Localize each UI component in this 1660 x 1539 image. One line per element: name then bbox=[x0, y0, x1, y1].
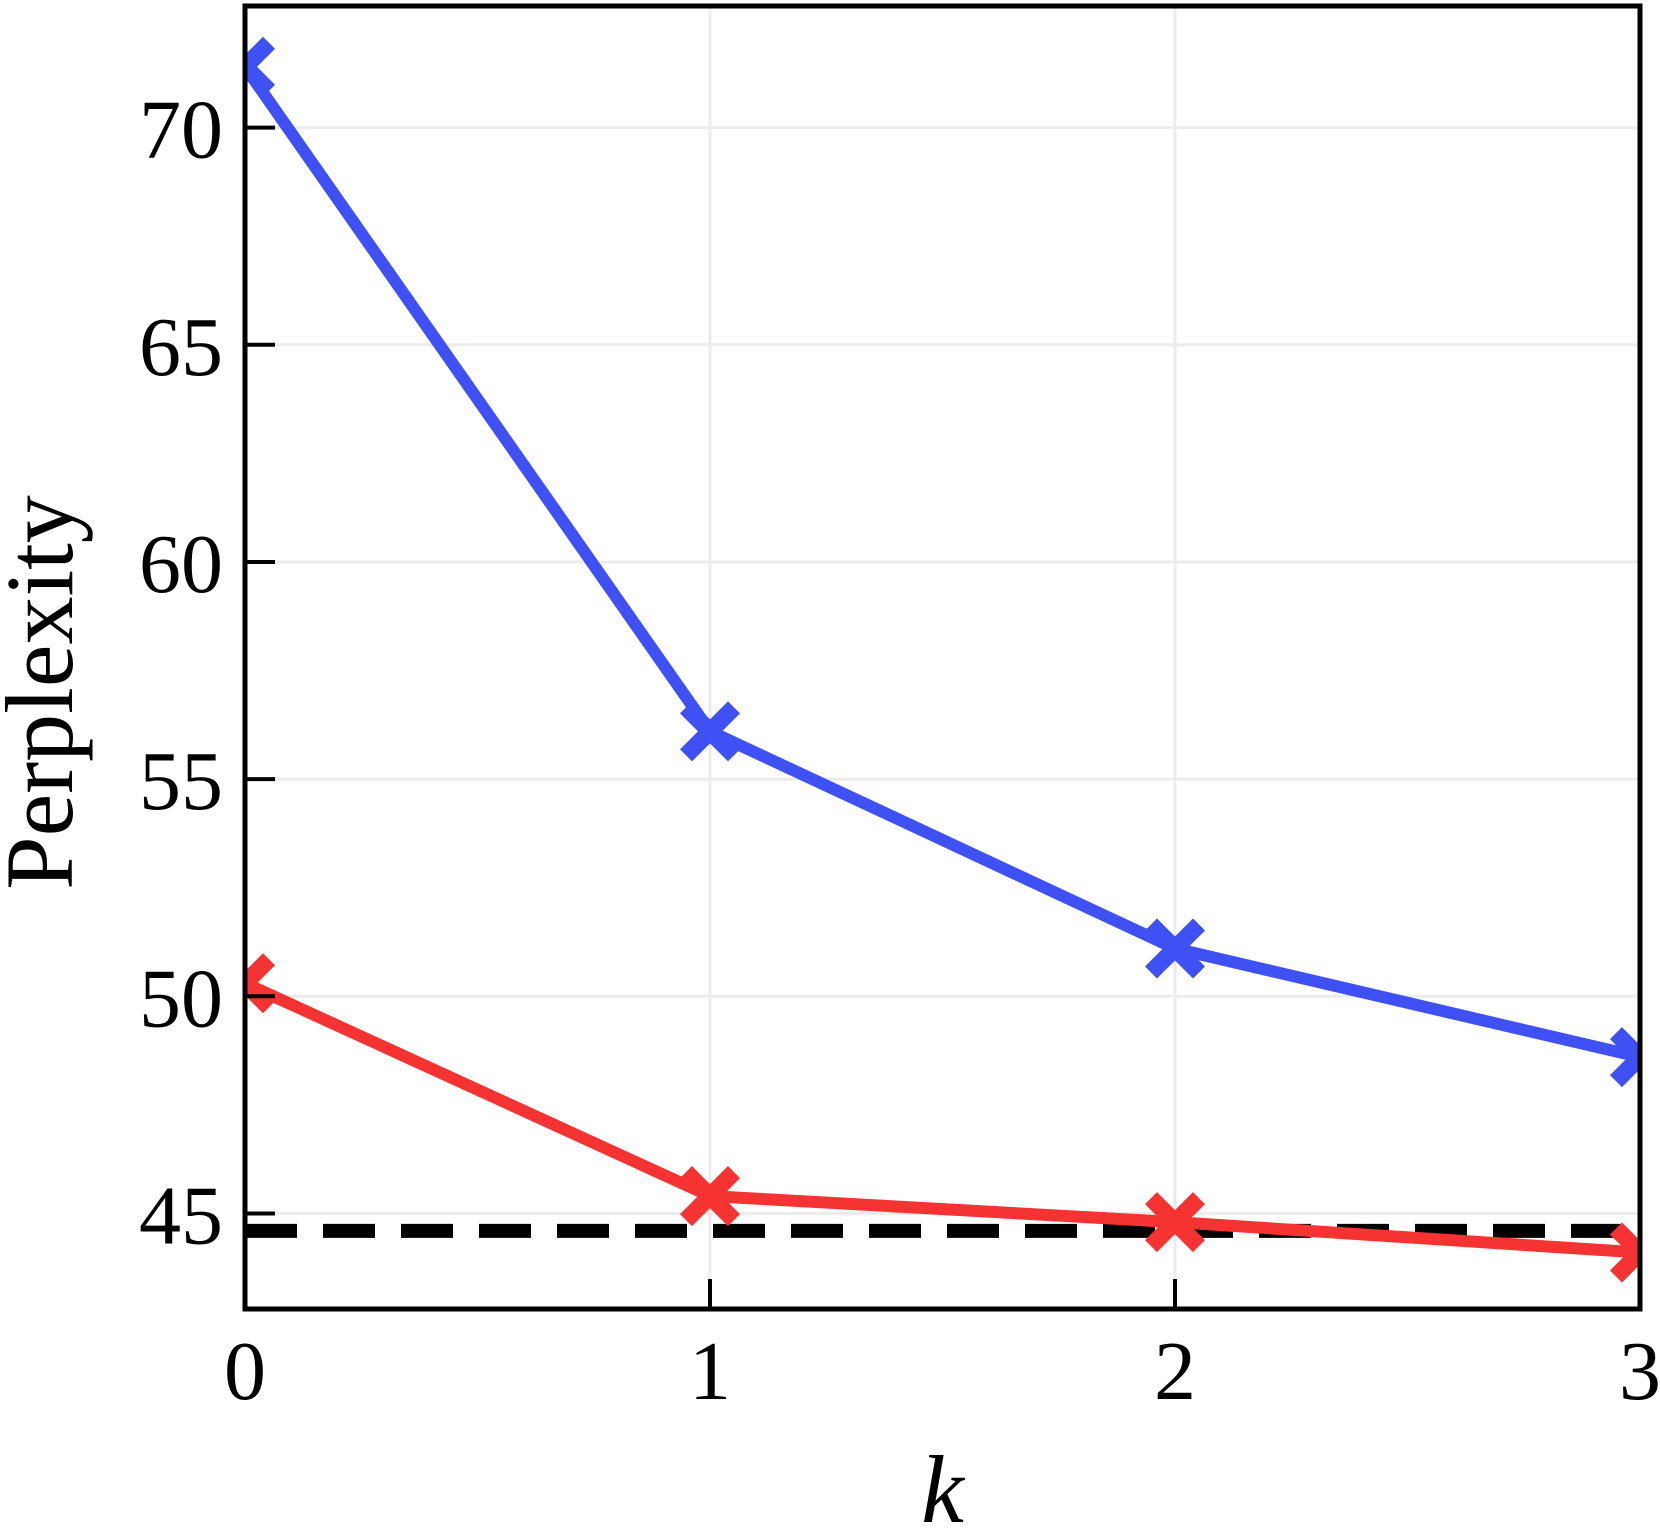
series-line bbox=[245, 977, 1640, 1259]
axis-ticks bbox=[243, 125, 1642, 1309]
data-point-marker bbox=[679, 1166, 741, 1227]
plot-frame bbox=[242, 3, 1643, 1312]
x-tick-label: 1 bbox=[689, 1325, 731, 1418]
data-point-marker bbox=[679, 701, 741, 762]
x-tick-label: 2 bbox=[1154, 1325, 1196, 1418]
y-tick-label: 45 bbox=[139, 1169, 223, 1262]
y-tick-label: 60 bbox=[139, 518, 223, 611]
grid-lines bbox=[243, 6, 1642, 1309]
y-tick-label: 50 bbox=[139, 952, 223, 1045]
x-tick-label: 3 bbox=[1619, 1325, 1660, 1418]
series-group bbox=[245, 36, 1640, 1283]
data-point-marker bbox=[1144, 918, 1206, 979]
y-tick-label: 55 bbox=[139, 735, 223, 828]
tick-labels: 0 1 2 3 45 50 55 60 65 70 bbox=[139, 84, 1660, 1418]
data-point-marker bbox=[1609, 1027, 1640, 1088]
data-point-marker bbox=[1144, 1192, 1206, 1253]
series-line bbox=[245, 63, 1640, 1063]
y-tick-label: 65 bbox=[139, 301, 223, 394]
y-axis-label: Perplexity bbox=[0, 495, 93, 890]
y-tick-label: 70 bbox=[139, 84, 223, 177]
data-point-marker bbox=[1609, 1222, 1640, 1283]
x-axis-label: k bbox=[921, 1436, 966, 1539]
series-0 bbox=[245, 36, 1640, 1088]
data-point-marker bbox=[245, 36, 276, 97]
x-tick-label: 0 bbox=[224, 1325, 266, 1418]
